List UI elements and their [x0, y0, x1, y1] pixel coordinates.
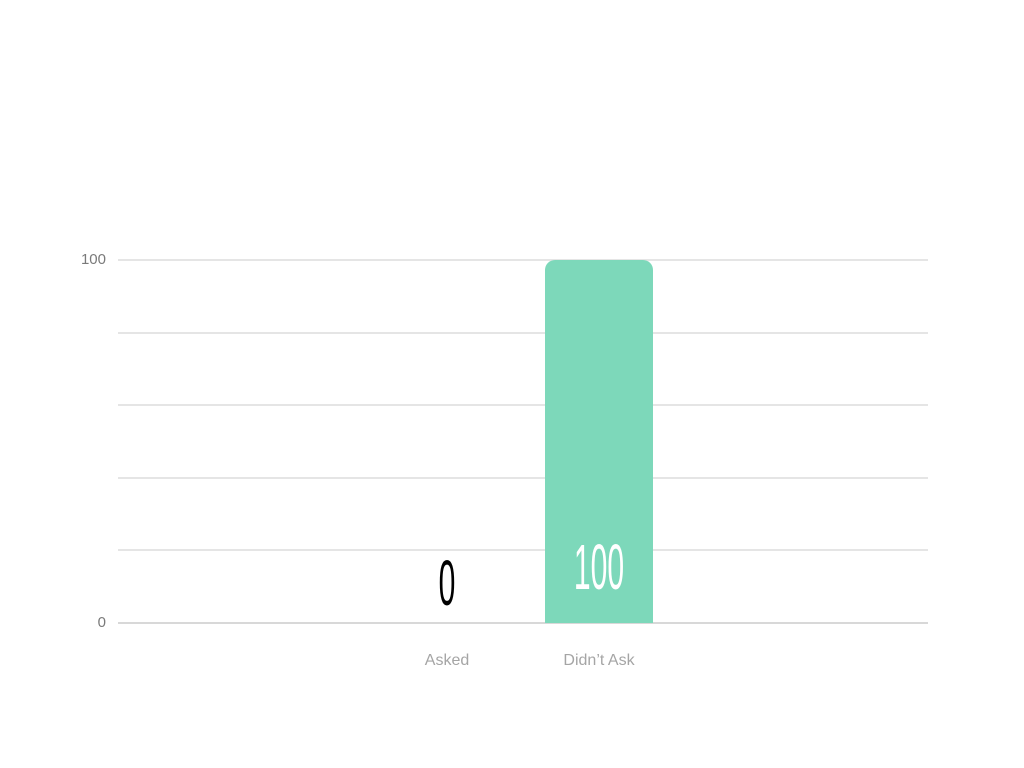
value-label-asked: 0: [438, 547, 456, 620]
gridline: [118, 259, 928, 261]
y-tick-label-100: 100: [80, 251, 106, 268]
category-label-didn-t-ask: Didn’t Ask: [563, 652, 635, 669]
gridline: [118, 404, 928, 407]
category-label-asked: Asked: [424, 652, 470, 669]
y-tick-label-0: 0: [97, 614, 106, 631]
gridline: [118, 549, 928, 552]
bar-chart-plot-area: 0 100: [118, 259, 928, 624]
value-label-didn-t-ask: 100: [573, 531, 625, 604]
x-axis-baseline: [118, 622, 928, 624]
gridline: [118, 331, 928, 334]
bar-didn-t-ask: [545, 260, 653, 623]
gridline: [118, 476, 928, 479]
